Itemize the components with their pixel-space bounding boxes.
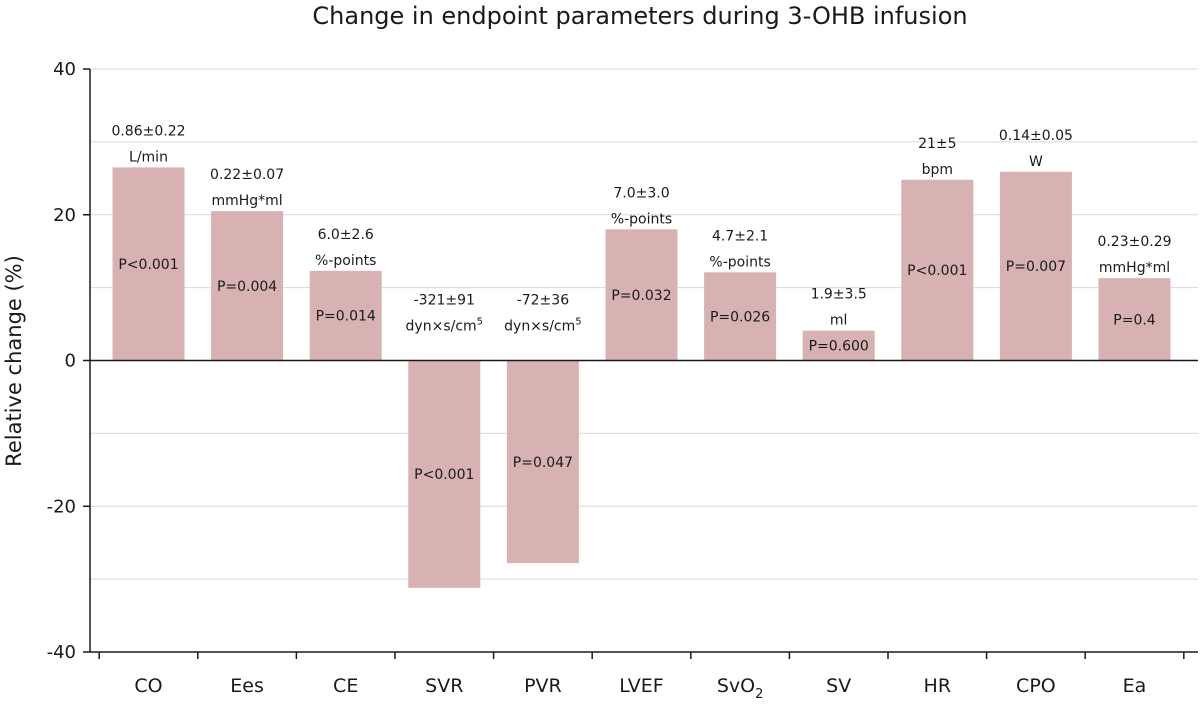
bar-annotation-value: 7.0±3.0 — [613, 185, 669, 201]
bar-annotation-value: 4.7±2.1 — [712, 228, 768, 244]
x-tick-label: CE — [333, 675, 358, 697]
bar — [704, 272, 777, 361]
bar-annotation-value: 0.23±0.29 — [1097, 234, 1171, 250]
y-axis-label: Relative change (%) — [2, 255, 26, 467]
y-tick-label: 0 — [65, 351, 76, 372]
bar-annotation-unit: %-points — [611, 211, 672, 227]
bar-annotation-unit: mmHg*ml — [1099, 260, 1170, 276]
bar-annotation-value: -72±36 — [517, 293, 570, 309]
bar-p-value: P=0.4 — [1113, 312, 1156, 328]
chart-title: Change in endpoint parameters during 3-O… — [312, 2, 967, 30]
bar-p-value: P=0.026 — [710, 309, 770, 325]
bar-annotation-unit: ml — [830, 313, 848, 329]
bar-annotation-value: 6.0±2.6 — [318, 227, 374, 243]
bar-annotation-value: 21±5 — [918, 136, 956, 152]
bar-annotation-unit: bpm — [922, 162, 953, 178]
x-tick-label: Ees — [230, 675, 264, 697]
bar — [309, 270, 382, 361]
bar — [901, 179, 974, 361]
labels: -40 -20 0 20 40 CO Ees CE SVR PVR LVEF SvO2 SV HR CPO E… — [47, 59, 1172, 702]
y-tick-label: -20 — [47, 496, 76, 517]
x-tick-label: HR — [924, 675, 952, 697]
bars — [112, 167, 1171, 588]
bar-annotation-value: 1.9±3.5 — [811, 287, 867, 303]
bar-annotation-unit: %-points — [709, 254, 770, 270]
bar — [506, 360, 579, 564]
bar-p-value: P=0.014 — [316, 309, 376, 325]
y-tick-label: -40 — [47, 642, 76, 663]
x-tick-label: PVR — [524, 675, 562, 697]
bar-p-value: P<0.001 — [907, 263, 967, 279]
axes — [83, 68, 1198, 659]
x-tick-label: CO — [134, 675, 162, 697]
bar-p-value: P=0.047 — [513, 455, 573, 471]
bar — [605, 229, 678, 361]
y-tick-label: 40 — [53, 59, 76, 80]
x-tick-label: CPO — [1016, 675, 1056, 697]
bar — [802, 330, 875, 361]
bar-p-value: P<0.001 — [118, 257, 178, 273]
bar-p-value: P=0.600 — [809, 339, 869, 355]
x-tick-label: Ea — [1123, 675, 1147, 697]
bar-annotation-unit: mmHg*ml — [211, 193, 282, 209]
bar — [408, 360, 481, 588]
x-tick-label: LVEF — [619, 675, 663, 697]
bar — [112, 167, 185, 361]
x-tick-label: SV — [826, 675, 851, 697]
x-tick-label: SVR — [425, 675, 463, 697]
bar-annotation-value: 0.14±0.05 — [999, 128, 1073, 144]
bar-p-value: P=0.032 — [611, 288, 671, 304]
x-tick-label: SvO2 — [717, 675, 764, 702]
y-tick-label: 20 — [53, 205, 76, 226]
bar — [999, 171, 1072, 361]
bar-annotation-value: 0.86±0.22 — [111, 123, 185, 139]
bar — [1098, 278, 1171, 361]
bar-p-value: P=0.007 — [1006, 259, 1066, 275]
bar-annotation-value: 0.22±0.07 — [210, 167, 284, 183]
bar-annotation-unit: dyn×s/cm5 — [406, 317, 484, 335]
bar-annotation-unit: %-points — [315, 253, 376, 269]
bar-p-value: P<0.001 — [414, 467, 474, 483]
bar-annotation-unit: W — [1029, 154, 1043, 170]
bar — [211, 211, 284, 361]
bar-p-value: P=0.004 — [217, 279, 277, 295]
bar-annotation-unit: dyn×s/cm5 — [504, 317, 582, 335]
bar-annotation-unit: L/min — [129, 149, 168, 165]
bar-annotation-value: -321±91 — [414, 293, 475, 309]
